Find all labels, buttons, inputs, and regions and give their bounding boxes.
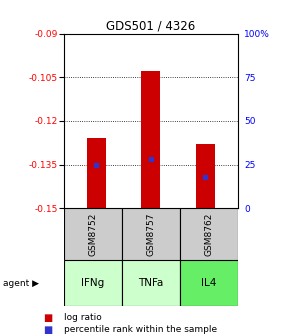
Text: log ratio: log ratio [64,313,102,322]
Bar [196,144,215,208]
Text: IL4: IL4 [201,278,217,288]
Text: ■: ■ [44,325,53,335]
Bar [64,208,122,260]
Bar [180,208,238,260]
Bar [122,208,180,260]
Bar [180,260,238,306]
Bar [64,260,122,306]
Text: ■: ■ [44,312,53,323]
Text: agent ▶: agent ▶ [3,279,39,288]
Text: IFNg: IFNg [81,278,104,288]
Bar [122,260,180,306]
Text: TNFa: TNFa [138,278,164,288]
Text: GSM8752: GSM8752 [88,213,97,256]
Text: GSM8757: GSM8757 [146,213,155,256]
Text: percentile rank within the sample: percentile rank within the sample [64,326,217,334]
Text: GSM8762: GSM8762 [204,213,213,256]
Bar [141,72,160,208]
Title: GDS501 / 4326: GDS501 / 4326 [106,19,195,33]
Bar [87,138,106,208]
